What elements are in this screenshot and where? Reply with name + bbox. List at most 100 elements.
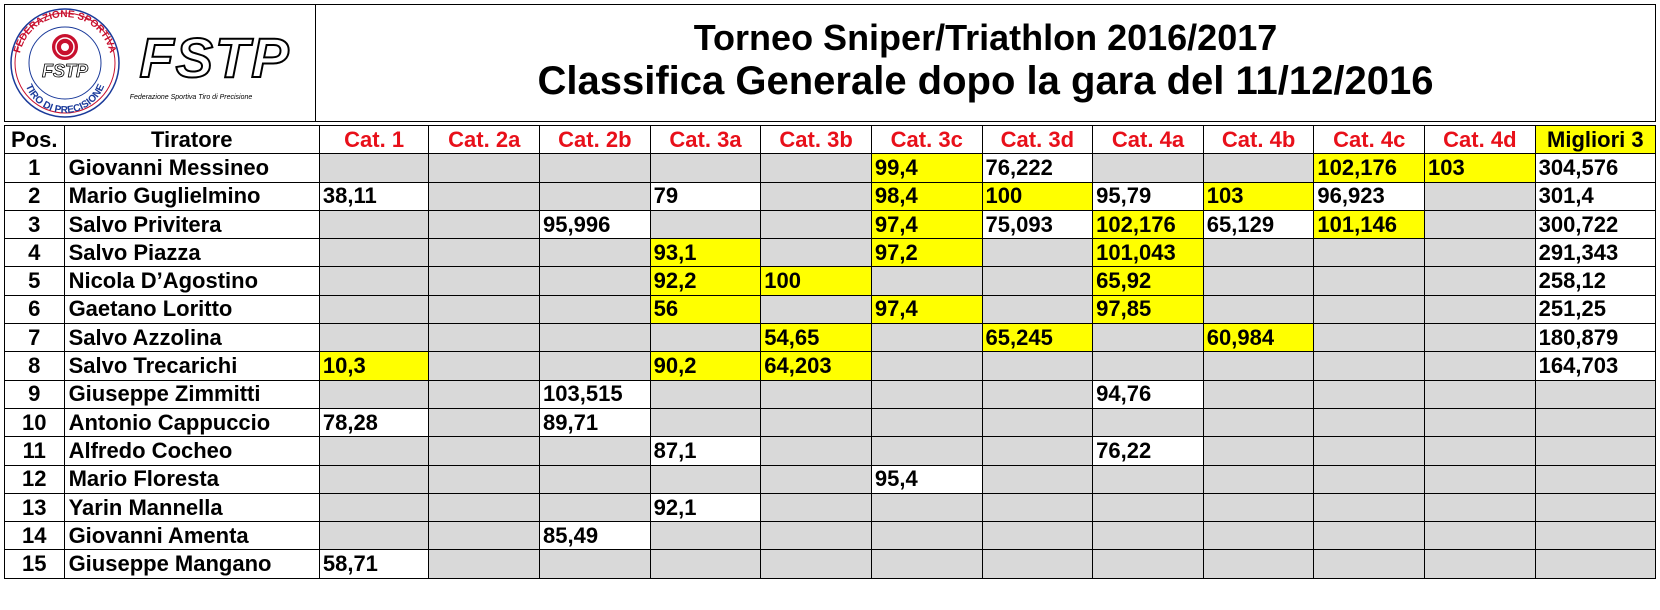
logo-badge: FSTP: [42, 61, 89, 81]
table-row: 5 Nicola D’Agostino 92,2 100 65,92 258,12: [4, 266, 1657, 296]
fstp-logo-graphic: FEDERAZIONE SPORTIVA TIRO DI PRECISIONE …: [10, 8, 290, 118]
score-cell-cat-3c: [870, 266, 983, 296]
score-cell-cat-4a: [1092, 492, 1204, 523]
score-cell-cat-4a: [1092, 521, 1204, 551]
col-header-name: Tiratore: [63, 124, 320, 155]
score-cell-cat-3c: [870, 549, 983, 579]
best3-total-cell: 258,12: [1534, 266, 1657, 296]
best3-total-cell: [1534, 549, 1657, 579]
score-cell-cat-1: [318, 238, 430, 268]
shooter-name-cell: Salvo Trecarichi: [63, 351, 320, 381]
score-cell-cat-2b: [539, 323, 651, 353]
table-row: 8 Salvo Trecarichi 10,3 90,2 64,203 164,703: [4, 351, 1657, 381]
shooter-name-cell: Antonio Cappuccio: [63, 407, 320, 438]
position-cell: 7: [4, 323, 65, 353]
score-cell-cat-3c: [870, 351, 983, 381]
score-cell-cat-3d: [981, 238, 1094, 268]
score-cell-cat-2b: [539, 492, 651, 523]
shooter-name-cell: Salvo Privitera: [63, 209, 320, 240]
score-cell-cat-4d: [1424, 407, 1536, 438]
score-cell-cat-4b: 65,129: [1202, 209, 1315, 240]
score-cell-cat-1: 10,3: [318, 351, 430, 381]
shooter-name-cell: Mario Floresta: [63, 464, 320, 494]
col-header-cat-4b: Cat. 4b: [1202, 124, 1315, 155]
fstp-logo: FEDERAZIONE SPORTIVA TIRO DI PRECISIONE …: [4, 4, 316, 122]
score-cell-cat-3c: [870, 323, 983, 353]
score-cell-cat-3c: 97,4: [870, 294, 983, 325]
score-cell-cat-1: 58,71: [318, 549, 430, 579]
score-cell-cat-2a: [428, 153, 541, 183]
score-cell-cat-3a: [649, 407, 762, 438]
standings-sheet: FEDERAZIONE SPORTIVA TIRO DI PRECISIONE …: [4, 4, 1657, 603]
score-cell-cat-4d: [1424, 521, 1536, 551]
score-cell-cat-4c: [1313, 492, 1426, 523]
score-cell-cat-4d: [1424, 436, 1536, 466]
shooter-name-cell: Salvo Azzolina: [63, 323, 320, 353]
score-cell-cat-3d: 65,245: [981, 323, 1094, 353]
table-row: 1 Giovanni Messineo 99,4 76,222 102,176 103 30…: [4, 153, 1657, 183]
score-cell-cat-3b: [760, 379, 872, 409]
score-cell-cat-4b: [1202, 379, 1315, 409]
best3-total-cell: 251,25: [1534, 294, 1657, 325]
score-cell-cat-2a: [428, 464, 541, 494]
score-cell-cat-1: [318, 379, 430, 409]
score-cell-cat-4c: [1313, 464, 1426, 494]
score-cell-cat-3b: [760, 549, 872, 579]
title-block: Torneo Sniper/Triathlon 2016/2017 Classi…: [316, 4, 1656, 122]
score-cell-cat-2a: [428, 323, 541, 353]
score-cell-cat-3c: 97,2: [870, 238, 983, 268]
score-cell-cat-4c: 101,146: [1313, 209, 1426, 240]
score-cell-cat-2b: [539, 181, 651, 211]
position-cell: 8: [4, 351, 65, 381]
position-cell: 3: [4, 209, 65, 240]
score-cell-cat-4a: 65,92: [1092, 266, 1204, 296]
table-row: 4 Salvo Piazza 93,1 97,2 101,043 291,343: [4, 238, 1657, 268]
score-cell-cat-1: [318, 521, 430, 551]
table-row: 2 Mario Guglielmino 38,11 79 98,4 100 95,79 103…: [4, 181, 1657, 211]
score-cell-cat-1: [318, 209, 430, 240]
score-cell-cat-2b: 85,49: [539, 521, 651, 551]
col-header-cat-4d: Cat. 4d: [1424, 124, 1536, 155]
col-header-cat-1: Cat. 1: [318, 124, 430, 155]
score-cell-cat-4a: 94,76: [1092, 379, 1204, 409]
best3-total-cell: 291,343: [1534, 238, 1657, 268]
col-header-cat-2a: Cat. 2a: [428, 124, 541, 155]
score-cell-cat-4d: [1424, 323, 1536, 353]
score-cell-cat-4c: [1313, 238, 1426, 268]
col-header-cat-3c: Cat. 3c: [870, 124, 983, 155]
position-cell: 13: [4, 492, 65, 523]
score-cell-cat-3c: [870, 436, 983, 466]
score-cell-cat-3a: 92,2: [649, 266, 762, 296]
shooter-name-cell: Gaetano Loritto: [63, 294, 320, 325]
score-cell-cat-3b: [760, 209, 872, 240]
standings-subtitle: Classifica Generale dopo la gara del 11/…: [537, 59, 1434, 103]
score-cell-cat-4c: [1313, 436, 1426, 466]
score-cell-cat-3b: 64,203: [760, 351, 872, 381]
score-cell-cat-2b: [539, 549, 651, 579]
score-cell-cat-3d: [981, 407, 1094, 438]
score-cell-cat-4b: [1202, 492, 1315, 523]
score-cell-cat-1: [318, 436, 430, 466]
position-cell: 6: [4, 294, 65, 325]
table-row: 6 Gaetano Loritto 56 97,4 97,85 251,25: [4, 294, 1657, 325]
score-cell-cat-3a: [649, 549, 762, 579]
position-cell: 10: [4, 407, 65, 438]
tournament-title: Torneo Sniper/Triathlon 2016/2017: [693, 17, 1278, 58]
score-cell-cat-2a: [428, 351, 541, 381]
score-cell-cat-3c: [870, 407, 983, 438]
score-cell-cat-4d: 103: [1424, 153, 1536, 183]
logo-wordmark: FSTP: [139, 26, 290, 89]
score-cell-cat-4c: [1313, 379, 1426, 409]
score-cell-cat-4a: [1092, 323, 1204, 353]
score-cell-cat-4d: [1424, 238, 1536, 268]
score-cell-cat-4a: [1092, 407, 1204, 438]
score-cell-cat-3d: [981, 294, 1094, 325]
score-cell-cat-4c: [1313, 266, 1426, 296]
col-header-pos: Pos.: [4, 124, 65, 155]
score-cell-cat-2b: [539, 436, 651, 466]
best3-total-cell: [1534, 379, 1657, 409]
best3-total-cell: 180,879: [1534, 323, 1657, 353]
score-cell-cat-4a: 101,043: [1092, 238, 1204, 268]
score-cell-cat-3c: [870, 492, 983, 523]
score-cell-cat-3d: [981, 492, 1094, 523]
